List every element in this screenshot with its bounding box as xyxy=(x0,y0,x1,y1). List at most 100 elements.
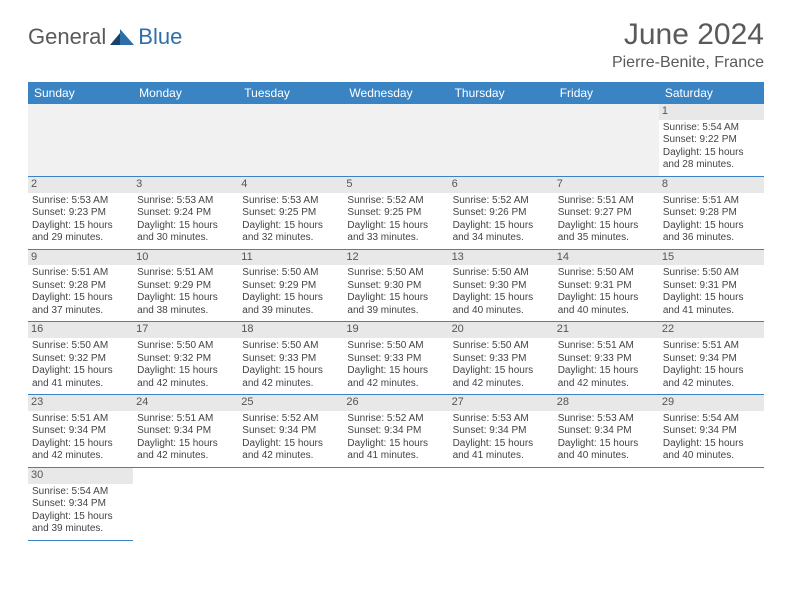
sunset-line: Sunset: 9:26 PM xyxy=(453,207,550,220)
calendar-cell: 6Sunrise: 5:52 AMSunset: 9:26 PMDaylight… xyxy=(449,176,554,249)
sunrise-line: Sunrise: 5:50 AM xyxy=(453,267,550,280)
daylight-line-2: and 37 minutes. xyxy=(32,305,129,318)
day-number: 14 xyxy=(554,250,659,266)
day-number: 16 xyxy=(28,322,133,338)
weekday-header: Saturday xyxy=(659,82,764,104)
daylight-line-2: and 40 minutes. xyxy=(558,305,655,318)
calendar-cell: 15Sunrise: 5:50 AMSunset: 9:31 PMDayligh… xyxy=(659,249,764,322)
daylight-line-2: and 41 minutes. xyxy=(347,450,444,463)
calendar-cell-empty xyxy=(449,104,554,176)
calendar-cell: 12Sunrise: 5:50 AMSunset: 9:30 PMDayligh… xyxy=(343,249,448,322)
daylight-line-2: and 42 minutes. xyxy=(137,450,234,463)
sunset-line: Sunset: 9:34 PM xyxy=(347,425,444,438)
daylight-line-2: and 35 minutes. xyxy=(558,232,655,245)
sunrise-line: Sunrise: 5:51 AM xyxy=(558,340,655,353)
day-number: 30 xyxy=(28,468,133,484)
sunset-line: Sunset: 9:25 PM xyxy=(347,207,444,220)
weekday-header: Thursday xyxy=(449,82,554,104)
daylight-line-2: and 38 minutes. xyxy=(137,305,234,318)
calendar-cell: 27Sunrise: 5:53 AMSunset: 9:34 PMDayligh… xyxy=(449,395,554,468)
daylight-line-1: Daylight: 15 hours xyxy=(663,292,760,305)
sunrise-line: Sunrise: 5:50 AM xyxy=(242,340,339,353)
calendar-cell: 28Sunrise: 5:53 AMSunset: 9:34 PMDayligh… xyxy=(554,395,659,468)
weekday-header: Friday xyxy=(554,82,659,104)
calendar-cell-empty xyxy=(28,104,133,176)
sunrise-line: Sunrise: 5:50 AM xyxy=(453,340,550,353)
daylight-line-1: Daylight: 15 hours xyxy=(663,365,760,378)
sunrise-line: Sunrise: 5:54 AM xyxy=(32,486,129,499)
calendar-body: 1Sunrise: 5:54 AMSunset: 9:22 PMDaylight… xyxy=(28,104,764,540)
sunset-line: Sunset: 9:30 PM xyxy=(347,280,444,293)
daylight-line-1: Daylight: 15 hours xyxy=(453,365,550,378)
daylight-line-2: and 42 minutes. xyxy=(242,450,339,463)
calendar-row: 1Sunrise: 5:54 AMSunset: 9:22 PMDaylight… xyxy=(28,104,764,176)
daylight-line-1: Daylight: 15 hours xyxy=(347,438,444,451)
sunrise-line: Sunrise: 5:53 AM xyxy=(32,195,129,208)
calendar-cell: 18Sunrise: 5:50 AMSunset: 9:33 PMDayligh… xyxy=(238,322,343,395)
daylight-line-1: Daylight: 15 hours xyxy=(347,292,444,305)
weekday-header: Monday xyxy=(133,82,238,104)
day-number: 10 xyxy=(133,250,238,266)
daylight-line-2: and 33 minutes. xyxy=(347,232,444,245)
daylight-line-1: Daylight: 15 hours xyxy=(32,365,129,378)
daylight-line-2: and 40 minutes. xyxy=(663,450,760,463)
daylight-line-2: and 40 minutes. xyxy=(453,305,550,318)
sunrise-line: Sunrise: 5:52 AM xyxy=(347,413,444,426)
calendar-row: 16Sunrise: 5:50 AMSunset: 9:32 PMDayligh… xyxy=(28,322,764,395)
daylight-line-1: Daylight: 15 hours xyxy=(347,365,444,378)
calendar-cell-empty xyxy=(133,467,238,540)
day-number: 3 xyxy=(133,177,238,193)
daylight-line-1: Daylight: 15 hours xyxy=(137,292,234,305)
brand-left: General xyxy=(28,24,106,50)
calendar-cell: 7Sunrise: 5:51 AMSunset: 9:27 PMDaylight… xyxy=(554,176,659,249)
calendar-cell: 4Sunrise: 5:53 AMSunset: 9:25 PMDaylight… xyxy=(238,176,343,249)
calendar-cell-empty xyxy=(554,104,659,176)
calendar-cell: 24Sunrise: 5:51 AMSunset: 9:34 PMDayligh… xyxy=(133,395,238,468)
calendar-cell: 17Sunrise: 5:50 AMSunset: 9:32 PMDayligh… xyxy=(133,322,238,395)
day-number: 27 xyxy=(449,395,554,411)
daylight-line-1: Daylight: 15 hours xyxy=(137,438,234,451)
day-number: 13 xyxy=(449,250,554,266)
calendar-cell: 26Sunrise: 5:52 AMSunset: 9:34 PMDayligh… xyxy=(343,395,448,468)
title-location: Pierre-Benite, France xyxy=(612,54,764,72)
calendar-cell-empty xyxy=(238,467,343,540)
daylight-line-1: Daylight: 15 hours xyxy=(663,147,760,160)
calendar-cell: 2Sunrise: 5:53 AMSunset: 9:23 PMDaylight… xyxy=(28,176,133,249)
calendar-cell-empty xyxy=(659,467,764,540)
daylight-line-2: and 42 minutes. xyxy=(347,378,444,391)
daylight-line-1: Daylight: 15 hours xyxy=(32,220,129,233)
day-number: 19 xyxy=(343,322,448,338)
sunrise-line: Sunrise: 5:51 AM xyxy=(558,195,655,208)
sunset-line: Sunset: 9:30 PM xyxy=(453,280,550,293)
daylight-line-1: Daylight: 15 hours xyxy=(32,438,129,451)
weekday-header: Tuesday xyxy=(238,82,343,104)
sunset-line: Sunset: 9:34 PM xyxy=(32,425,129,438)
sunset-line: Sunset: 9:34 PM xyxy=(242,425,339,438)
daylight-line-1: Daylight: 15 hours xyxy=(137,365,234,378)
sunrise-line: Sunrise: 5:51 AM xyxy=(137,413,234,426)
daylight-line-1: Daylight: 15 hours xyxy=(663,220,760,233)
calendar-row: 9Sunrise: 5:51 AMSunset: 9:28 PMDaylight… xyxy=(28,249,764,322)
daylight-line-2: and 40 minutes. xyxy=(558,450,655,463)
daylight-line-1: Daylight: 15 hours xyxy=(453,220,550,233)
daylight-line-1: Daylight: 15 hours xyxy=(453,438,550,451)
title-block: June 2024 Pierre-Benite, France xyxy=(612,18,764,72)
day-number: 28 xyxy=(554,395,659,411)
calendar-cell: 9Sunrise: 5:51 AMSunset: 9:28 PMDaylight… xyxy=(28,249,133,322)
sunset-line: Sunset: 9:34 PM xyxy=(663,425,760,438)
brand-logo: General Blue xyxy=(28,18,182,50)
weekday-header-row: SundayMondayTuesdayWednesdayThursdayFrid… xyxy=(28,82,764,104)
brand-triangles-icon xyxy=(108,27,136,47)
daylight-line-2: and 36 minutes. xyxy=(663,232,760,245)
sunrise-line: Sunrise: 5:53 AM xyxy=(137,195,234,208)
calendar-cell: 25Sunrise: 5:52 AMSunset: 9:34 PMDayligh… xyxy=(238,395,343,468)
weekday-header: Sunday xyxy=(28,82,133,104)
daylight-line-1: Daylight: 15 hours xyxy=(242,292,339,305)
sunrise-line: Sunrise: 5:53 AM xyxy=(242,195,339,208)
sunset-line: Sunset: 9:23 PM xyxy=(32,207,129,220)
daylight-line-1: Daylight: 15 hours xyxy=(242,438,339,451)
sunset-line: Sunset: 9:34 PM xyxy=(137,425,234,438)
sunrise-line: Sunrise: 5:51 AM xyxy=(32,267,129,280)
daylight-line-2: and 42 minutes. xyxy=(137,378,234,391)
daylight-line-2: and 34 minutes. xyxy=(453,232,550,245)
